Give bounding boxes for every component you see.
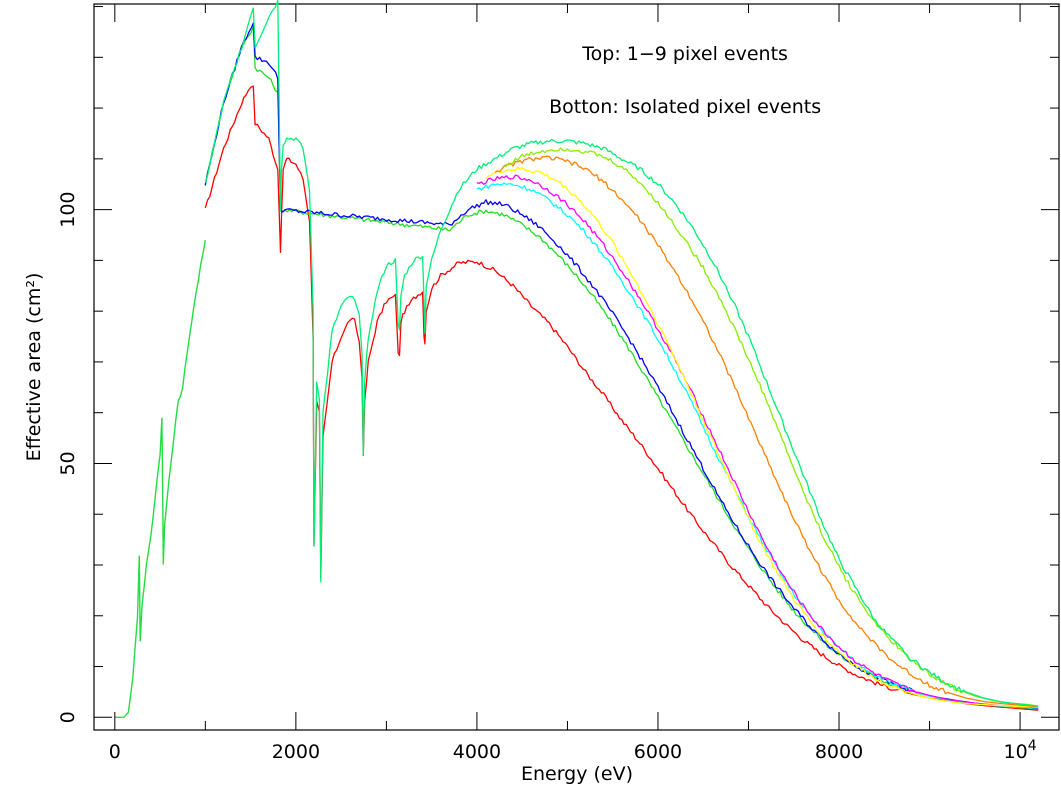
y-tick-label: 50 <box>57 451 79 475</box>
series-line-4 <box>476 174 1039 709</box>
x-tick-label: 4000 <box>453 741 501 763</box>
tick-labels-group: 0 2000 4000 6000 8000 104 0 50 100 <box>57 191 1037 763</box>
series-line-6 <box>494 155 1039 708</box>
series-line-7 <box>504 147 1039 707</box>
x-axis-title: Energy (eV) <box>521 763 633 785</box>
ticks-group <box>94 4 1059 730</box>
series-line-0 <box>204 85 1039 711</box>
y-tick-label: 0 <box>57 711 79 723</box>
x-tick-label: 0 <box>109 741 121 763</box>
x-tick-label: 2000 <box>272 741 320 763</box>
series-line-3 <box>476 182 1039 709</box>
series-line-2 <box>204 22 1039 710</box>
y-axis-title: Effective area (cm²) <box>23 273 45 462</box>
x-tick-label: 104 <box>1004 738 1037 763</box>
series-line-common-low <box>114 239 206 718</box>
series-line-5 <box>485 166 1039 708</box>
series-line-8 <box>204 0 1039 707</box>
annotation-1: Botton: Isolated pixel events <box>549 96 821 118</box>
annotations-group: Top: 1−9 pixel events Botton: Isolated pi… <box>549 43 821 118</box>
plot-frame <box>93 3 1060 731</box>
x-tick-label: 6000 <box>634 741 682 763</box>
annotation-0: Top: 1−9 pixel events <box>581 43 788 65</box>
x-tick-label: 8000 <box>815 741 863 763</box>
series-group <box>114 0 1039 718</box>
series-line-1 <box>204 26 1039 710</box>
y-tick-label: 100 <box>57 191 79 227</box>
